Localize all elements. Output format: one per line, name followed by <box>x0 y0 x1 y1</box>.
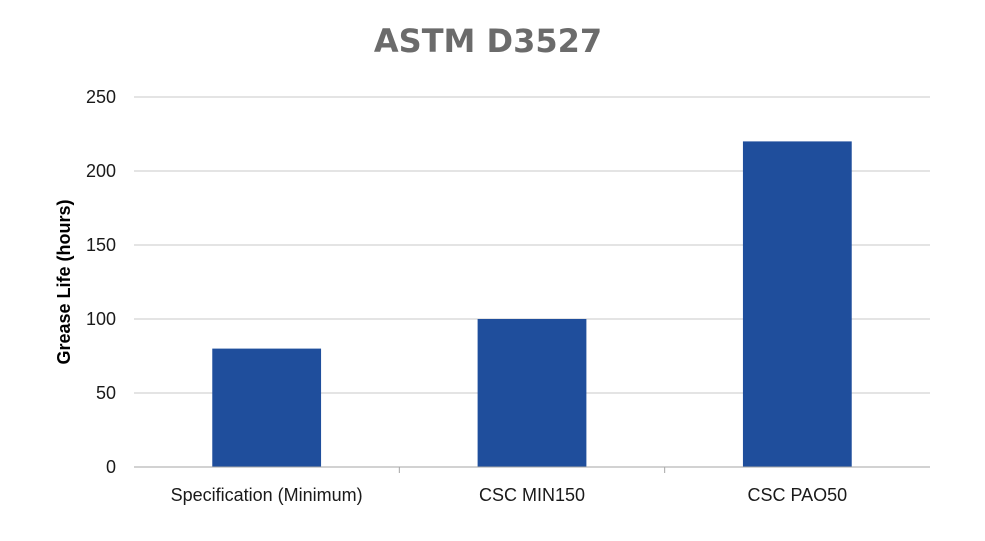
bar <box>212 348 322 467</box>
bar <box>477 319 587 467</box>
y-tick-label: 200 <box>86 161 116 181</box>
x-axis-labels: Specification (Minimum) CSC MIN150 CSC PAO… <box>171 467 847 505</box>
bar <box>742 141 852 467</box>
y-tick-label: 100 <box>86 309 116 329</box>
bars <box>212 141 852 467</box>
chart-title: ASTM D3527 <box>374 22 602 60</box>
y-axis-ticks: 0 50 100 150 200 250 <box>86 87 116 477</box>
x-category-label: CSC PAO50 <box>747 485 847 505</box>
y-tick-label: 150 <box>86 235 116 255</box>
x-category-label: Specification (Minimum) <box>171 485 363 505</box>
x-category-label: CSC MIN150 <box>479 485 585 505</box>
y-tick-label: 50 <box>96 383 116 403</box>
y-axis-title: Grease Life (hours) <box>54 199 74 364</box>
y-tick-label: 250 <box>86 87 116 107</box>
y-tick-label: 0 <box>106 457 116 477</box>
